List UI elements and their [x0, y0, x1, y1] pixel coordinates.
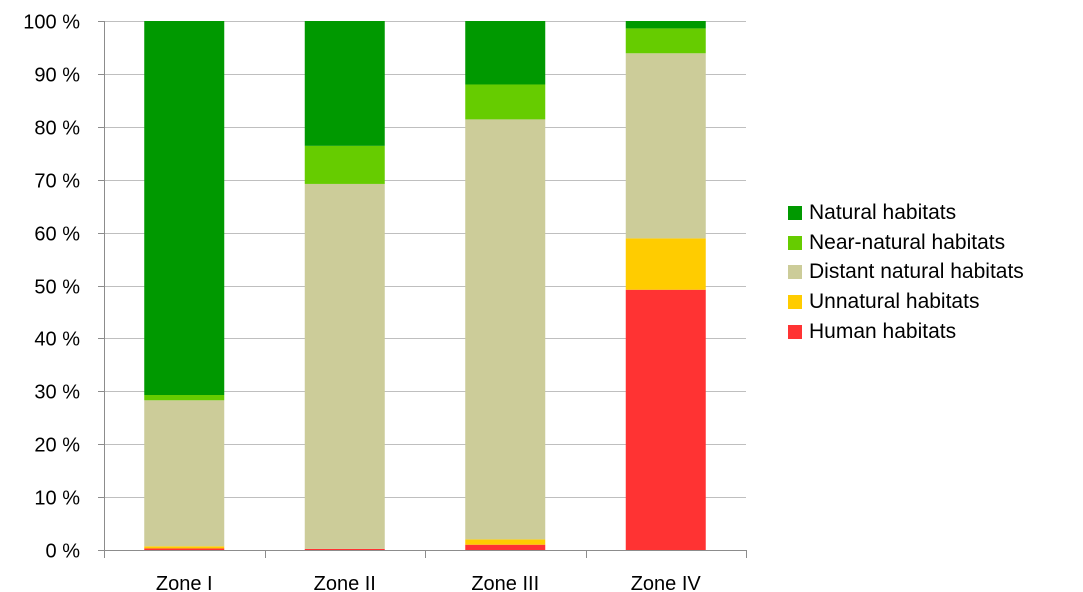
bar-segment-natural-habitats: [144, 21, 225, 396]
legend-swatch: [788, 324, 802, 339]
bar-segment-near-natural-habitats: [625, 28, 706, 54]
legend: Natural habitats Near-natural habitats Dis…: [788, 198, 1024, 346]
y-tick-label: 90 %: [34, 65, 80, 87]
legend-swatch: [788, 235, 802, 250]
legend-item: Unnatural habitats: [788, 287, 1024, 317]
bar-segment-unnatural-habitats: [144, 546, 225, 549]
y-tick-label: 60 %: [34, 224, 80, 246]
bar-segment-distant-natural-habitats: [465, 119, 546, 540]
bar-segment-natural-habitats: [465, 21, 546, 85]
legend-item: Near-natural habitats: [788, 228, 1024, 258]
legend-label: Human habitats: [809, 319, 957, 343]
y-tick-label: 80 %: [34, 118, 80, 140]
x-tick-label: Zone IV: [631, 573, 702, 592]
y-tick-label: 40 %: [34, 329, 80, 351]
bar-segment-natural-habitats: [304, 21, 385, 146]
legend-swatch: [788, 294, 802, 309]
legend-swatch: [788, 265, 802, 280]
bar-segment-human-habitats: [144, 548, 225, 550]
bar-segment-human-habitats: [304, 548, 385, 550]
x-axis-ticks: Zone I Zone II Zone III Zone IV: [104, 550, 747, 592]
y-tick-label: 0 %: [46, 541, 81, 563]
legend-item: Distant natural habitats: [788, 257, 1024, 287]
y-tick-label: 100 %: [23, 12, 80, 34]
bar-segment-human-habitats: [465, 544, 546, 550]
bar-segments: [144, 21, 706, 550]
x-tick-label: Zone III: [471, 573, 539, 592]
bar-segment-unnatural-habitats: [625, 238, 706, 290]
legend-item: Human habitats: [788, 317, 1024, 347]
y-tick-label: 30 %: [34, 382, 80, 404]
bar-segment-near-natural-habitats: [465, 84, 546, 120]
y-tick-label: 70 %: [34, 171, 80, 193]
y-tick-label: 50 %: [34, 277, 80, 299]
x-tick-label: Zone II: [314, 573, 376, 592]
legend-label: Near-natural habitats: [809, 230, 1006, 254]
bar-segment-distant-natural-habitats: [625, 53, 706, 239]
bar-segment-natural-habitats: [625, 21, 706, 29]
bar-segment-distant-natural-habitats: [304, 183, 385, 549]
y-axis-ticks: 0 % 10 % 20 % 30 % 40 % 50 % 60 % 70 % 80 % 90 % 1…: [23, 12, 104, 563]
bar-segment-near-natural-habitats: [144, 395, 225, 401]
legend-label: Natural habitats: [809, 200, 957, 224]
legend-label: Distant natural habitats: [809, 260, 1024, 284]
bar-segment-human-habitats: [625, 289, 706, 550]
bar-segment-distant-natural-habitats: [144, 400, 225, 547]
legend-item: Natural habitats: [788, 198, 1024, 228]
bar-segment-near-natural-habitats: [304, 145, 385, 184]
legend-label: Unnatural habitats: [809, 289, 980, 313]
bar-segment-unnatural-habitats: [465, 539, 546, 545]
y-tick-label: 10 %: [34, 488, 80, 510]
y-tick-label: 20 %: [34, 435, 80, 457]
legend-swatch: [788, 205, 802, 220]
x-tick-label: Zone I: [156, 573, 213, 592]
